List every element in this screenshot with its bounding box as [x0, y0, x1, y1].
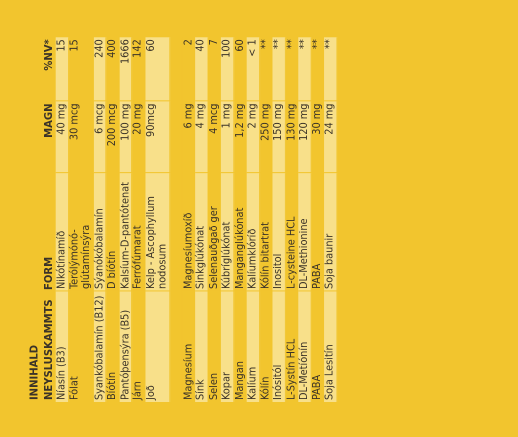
rotated-table-wrapper: INNIHALD NEYSLUSKAMMTS FORM MAGN %NV* Ní…: [27, 37, 463, 402]
ingredient-name: Bíótín: [105, 291, 120, 402]
ingredient-daily-value: 40: [194, 37, 209, 102]
ingredient-amount: 1 mg: [220, 101, 234, 173]
ingredient-form: Nikótínamíð: [55, 172, 69, 292]
table-row: Inósitól Inositol 150 mg **: [272, 37, 286, 402]
table-row: Bíótín D bíótín 200 mcg 400: [105, 37, 120, 402]
table-row: Kopar Kúbríglúkónat 1 mg 100: [220, 37, 234, 402]
table-title-row: INNIHALD: [27, 37, 42, 402]
ingredient-form: Kúbríglúkónat: [220, 172, 234, 292]
ingredient-form: D bíótín: [105, 172, 120, 292]
ingredient-amount: 120 mg: [297, 101, 312, 173]
ingredient-daily-value: 60: [144, 37, 170, 102]
ingredient-daily-value: 142: [131, 37, 145, 102]
table-row: Sínk Sinkglúkónat 4 mg 40: [194, 37, 209, 402]
ingredient-daily-value: 400: [105, 37, 120, 102]
table-row: Járn Ferrófúmarat 20 mg 142: [131, 37, 145, 402]
ingredient-amount: 150 mg: [272, 101, 286, 173]
ingredient-name: DL-Metíónín: [297, 291, 312, 402]
ingredient-amount: 4 mg: [194, 101, 209, 173]
ingredient-form: Soja baunir: [323, 172, 337, 292]
ingredient-amount: 40 mg: [55, 101, 69, 173]
table-row: Mangan Manganglúkónat 1,2 mg 60: [233, 37, 247, 402]
ingredient-name: Járn: [131, 291, 145, 402]
table-body: Níasín (B3) Nikótínamíð 40 mg 15 Fólat Terólý…: [55, 37, 337, 402]
ingredient-name: Sínk: [194, 291, 209, 402]
ingredient-form: Kalíumklóríð: [246, 172, 260, 292]
table-row: Magnesíum Magnesíumoxíð 6 mg 2: [181, 37, 196, 402]
ingredient-daily-value: 100: [220, 37, 234, 102]
table-row: DL-Metíónín DL-Methionine 120 mg **: [297, 37, 312, 402]
ingredient-daily-value: **: [297, 37, 312, 102]
ingredient-name: Níasín (B3): [55, 291, 69, 402]
ingredient-daily-value: **: [323, 37, 337, 102]
table-row: Kólín Kólín bitartrat 250 mg **: [259, 37, 273, 402]
ingredient-amount: 90mcg: [144, 101, 170, 173]
table-row: Soja Lesitín Soja baunir 24 mg **: [323, 37, 337, 402]
header-form: FORM: [40, 256, 55, 290]
header-amount: MAGN: [40, 103, 55, 138]
ingredient-name: Fólat: [68, 291, 94, 402]
ingredient-amount: 24 mg: [323, 101, 337, 173]
table-row: Syankóbalamín (B12) Sýanókóbalamín 6 mcg 24…: [92, 37, 107, 402]
ingredient-form: DL-Methionine: [297, 172, 312, 292]
header-ingredient: NEYSLUSKAMMTS: [40, 299, 55, 401]
table-row: Níasín (B3) Nikótínamíð 40 mg 15: [55, 37, 69, 402]
row-spacer: [169, 37, 183, 402]
ingredient-amount: 200 mcg: [105, 101, 120, 173]
ingredient-form: Terólýmónó-glútamínsýra: [68, 172, 94, 292]
ingredient-name: Joð: [144, 291, 170, 402]
table-row: Selen Selenauðgað ger 4 mcg 7: [207, 37, 221, 402]
ingredient-daily-value: 15: [68, 37, 94, 102]
ingredient-daily-value: 15: [55, 37, 69, 102]
table-row: Kalíum Kalíumklóríð 2 mg < 1: [246, 37, 260, 402]
table-row: Pantóþensýra (B5) Kalsíum-D-pantótenat 100…: [118, 37, 133, 402]
header-daily-value: %NV*: [40, 39, 55, 71]
ingredient-form: Inositol: [272, 172, 286, 292]
nutrition-label: INNIHALD NEYSLUSKAMMTS FORM MAGN %NV* Ní…: [27, 0, 408, 437]
ingredient-amount: 20 mg: [131, 101, 145, 173]
ingredient-name: Kopar: [220, 291, 234, 402]
table-row: Fólat Terólýmónó-glútamínsýra 30 mcg 15: [68, 37, 94, 402]
ingredient-form: Sinkglúkónat: [194, 172, 209, 292]
ingredient-amount: 2 mg: [246, 101, 260, 173]
ingredient-daily-value: < 1: [246, 37, 260, 102]
ingredient-amount: 30 mcg: [68, 101, 94, 173]
ingredient-name: Inósitól: [272, 291, 286, 402]
ingredient-form: Ferrófúmarat: [131, 172, 145, 292]
table-title: INNIHALD: [27, 344, 41, 401]
ingredient-name: Soja Lesitín: [323, 291, 337, 402]
ingredient-daily-value: **: [272, 37, 286, 102]
ingredient-name: Kalíum: [246, 291, 260, 402]
table-header-row: NEYSLUSKAMMTS FORM MAGN %NV*: [40, 37, 56, 402]
table-row: Joð Kelp - Ascophyllum nodosum 90mcg 60: [144, 37, 170, 402]
ingredient-form: Kelp - Ascophyllum nodosum: [144, 172, 170, 292]
ingredients-table: INNIHALD NEYSLUSKAMMTS FORM MAGN %NV* Ní…: [27, 37, 337, 402]
